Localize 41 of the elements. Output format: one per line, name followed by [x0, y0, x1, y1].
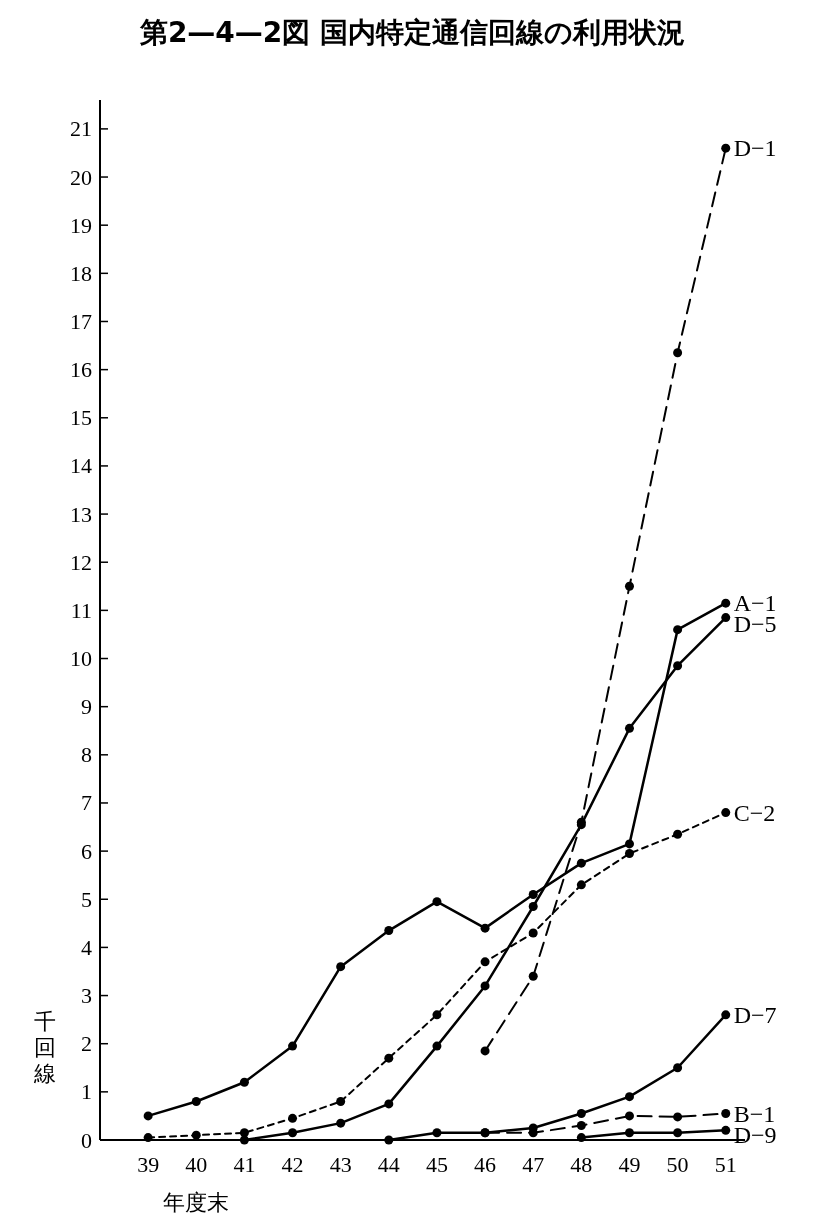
x-tick-label: 41	[233, 1152, 256, 1177]
x-tick-label: 42	[281, 1152, 304, 1177]
x-tick-label: 49	[618, 1152, 641, 1177]
y-axis-title: 千回線	[33, 1009, 56, 1087]
x-tick-label: 48	[570, 1152, 593, 1177]
x-tick-label: 50	[666, 1152, 689, 1177]
y-tick-label: 11	[70, 597, 92, 623]
x-axis-title: 年度末	[163, 1190, 230, 1215]
y-tick-label: 14	[70, 453, 92, 479]
x-tick-label: 51	[714, 1152, 737, 1177]
y-tick-label: 10	[70, 646, 92, 672]
chart-title: 第2—4—2図 国内特定通信回線の利用状況	[138, 16, 686, 49]
y-tick-label: 5	[81, 886, 92, 912]
y-tick-label: 13	[70, 501, 92, 527]
x-tick-label: 47	[522, 1152, 545, 1177]
x-tick-label: 40	[185, 1152, 208, 1177]
y-tick-label: 19	[70, 212, 92, 238]
y-tick-label: 12	[70, 549, 92, 575]
y-tick-label: 20	[70, 164, 92, 190]
y-tick-label: 9	[81, 694, 92, 720]
y-tick-label: 7	[81, 790, 92, 816]
y-tick-label: 4	[81, 934, 92, 960]
y-tick-label: 3	[81, 983, 92, 1009]
x-tick-label: 43	[329, 1152, 352, 1177]
y-tick-label: 15	[70, 405, 92, 431]
y-tick-label: 2	[81, 1031, 92, 1057]
y-tick-label: 16	[70, 357, 92, 383]
y-tick-label: 18	[70, 260, 92, 286]
y-tick-label: 1	[81, 1079, 92, 1105]
series-label: C−2	[733, 799, 776, 826]
x-tick-label: 45	[425, 1152, 448, 1177]
series-label: D−1	[733, 135, 777, 162]
x-tick-label: 46	[474, 1152, 497, 1177]
x-tick-label: 44	[377, 1152, 400, 1177]
y-tick-label: 8	[81, 742, 92, 768]
series-label: D−7	[733, 1001, 777, 1028]
y-tick-label: 21	[70, 116, 92, 142]
y-tick-label: 0	[81, 1127, 92, 1153]
y-tick-label: 6	[81, 838, 92, 864]
x-tick-label: 39	[137, 1152, 160, 1177]
y-tick-label: 17	[70, 308, 92, 334]
